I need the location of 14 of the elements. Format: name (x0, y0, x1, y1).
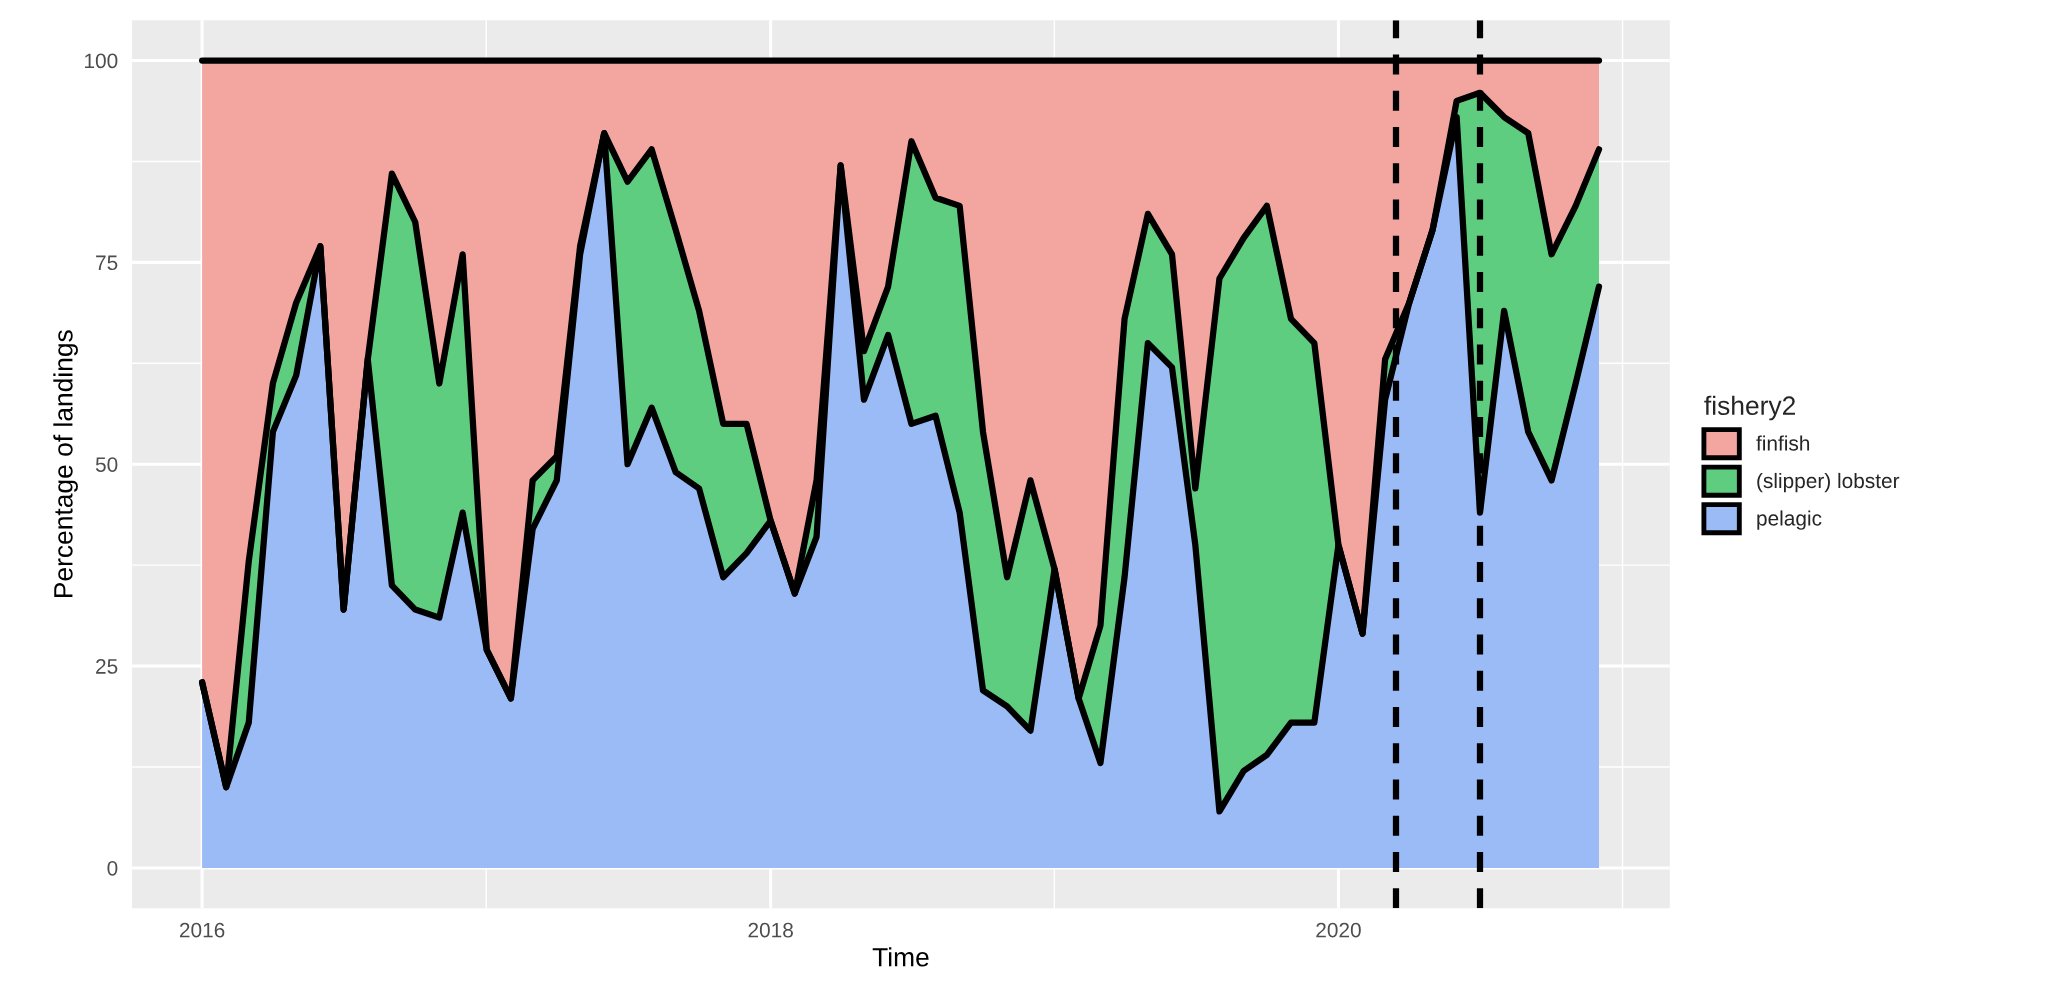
x-axis-title: Time (872, 947, 929, 967)
legend-label: finfish (1756, 435, 1810, 451)
legend-title: fishery2 (1704, 395, 1795, 421)
y-tick-label: 25 (96, 659, 118, 674)
y-tick-label: 0 (107, 860, 118, 876)
x-tick-label: 2020 (1316, 922, 1361, 938)
y-tick-label: 50 (95, 457, 118, 472)
y-tick-label: 100 (85, 53, 118, 69)
x-tick-label: 2018 (748, 922, 793, 938)
legend-label: pelagic (1757, 510, 1822, 530)
y-axis-title: Percentage of landings (53, 330, 78, 598)
y-tick-label: 75 (96, 255, 118, 271)
legend-label: (slipper) lobster (1757, 472, 1900, 493)
x-tick-label: 2016 (179, 922, 225, 938)
